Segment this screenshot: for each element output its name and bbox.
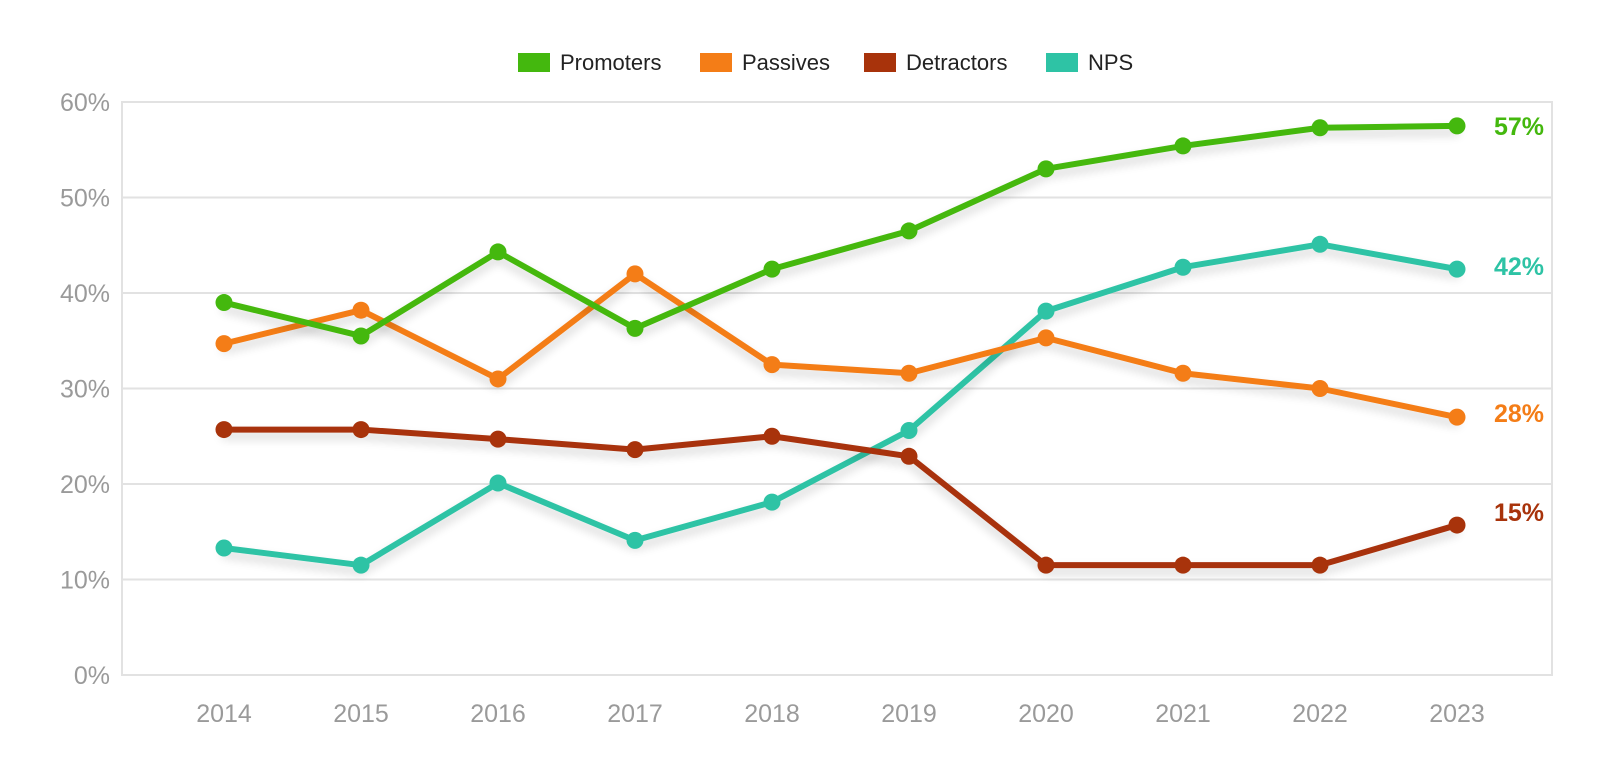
series-line: [221, 270, 1460, 421]
y-tick-label: 40%: [60, 280, 110, 308]
data-point: [900, 222, 918, 240]
y-tick-label: 50%: [60, 185, 110, 213]
data-point: [352, 421, 370, 439]
series-line: [221, 122, 1460, 339]
data-point: [352, 327, 370, 345]
data-point: [1448, 516, 1466, 534]
data-point: [626, 531, 644, 549]
y-tick-label: 20%: [60, 471, 110, 499]
data-point: [1311, 380, 1329, 397]
gridlines: [121, 101, 1553, 676]
x-tick-label: 2017: [607, 700, 663, 728]
legend-label: Promoters: [560, 50, 661, 75]
data-point: [352, 556, 370, 574]
x-tick-label: 2023: [1429, 700, 1485, 728]
end-label-detractors: 15%: [1494, 499, 1544, 527]
data-point: [763, 356, 781, 374]
data-point: [489, 430, 507, 448]
data-point: [763, 493, 781, 511]
y-axis-ticks: 0% 10% 20% 30% 40% 50% 60%: [60, 89, 110, 690]
series-detractors: [215, 421, 1466, 574]
data-point: [1311, 556, 1329, 574]
data-point: [215, 539, 233, 557]
data-point: [215, 294, 233, 312]
end-label-nps: 42%: [1494, 253, 1544, 281]
x-tick-label: 2014: [196, 700, 252, 728]
legend-swatch: [518, 53, 550, 72]
end-labels: 57% 28% 15% 42%: [1494, 113, 1544, 527]
data-point: [215, 335, 233, 353]
data-point: [626, 265, 644, 283]
data-point: [1037, 302, 1055, 320]
data-point: [1448, 408, 1466, 426]
series-promoters: [215, 117, 1466, 345]
series-passives: [215, 265, 1466, 426]
data-point: [1037, 160, 1055, 178]
data-point: [1037, 329, 1055, 347]
data-point: [900, 422, 918, 440]
x-tick-label: 2015: [333, 700, 389, 728]
x-tick-label: 2022: [1292, 700, 1348, 728]
legend-label: NPS: [1088, 50, 1133, 75]
x-tick-label: 2019: [881, 700, 937, 728]
legend-item-detractors: Detractors: [864, 50, 1007, 75]
data-point: [489, 243, 507, 261]
end-label-passives: 28%: [1494, 400, 1544, 428]
legend-swatch: [1046, 53, 1078, 72]
data-point: [1037, 556, 1055, 574]
data-point: [626, 319, 644, 337]
data-point: [626, 441, 644, 459]
legend-label: Detractors: [906, 50, 1007, 75]
data-point: [1311, 235, 1329, 253]
data-point: [489, 474, 507, 492]
end-label-promoters: 57%: [1494, 113, 1544, 141]
data-point: [1311, 119, 1329, 137]
y-tick-label: 60%: [60, 89, 110, 117]
data-point: [1174, 364, 1192, 382]
series-nps: [215, 235, 1466, 574]
x-axis-ticks: 2014 2015 2016 2017 2018 2019 2020 2021 2022 2023: [196, 700, 1485, 728]
data-point: [1174, 556, 1192, 574]
data-point: [763, 427, 781, 445]
legend-item-nps: NPS: [1046, 50, 1133, 75]
legend: Promoters Passives Detractors NPS: [518, 50, 1133, 75]
data-point: [489, 370, 507, 388]
legend-item-promoters: Promoters: [518, 50, 661, 75]
data-point: [763, 260, 781, 278]
data-point: [900, 364, 918, 382]
series-line: [221, 426, 1460, 569]
data-point: [1448, 117, 1466, 135]
legend-swatch: [864, 53, 896, 72]
y-tick-label: 30%: [60, 376, 110, 404]
data-point: [1174, 258, 1192, 276]
y-tick-label: 10%: [60, 567, 110, 595]
data-point: [1448, 260, 1466, 278]
data-point: [900, 447, 918, 465]
x-tick-label: 2018: [744, 700, 800, 728]
x-tick-label: 2016: [470, 700, 526, 728]
legend-label: Passives: [742, 50, 830, 75]
legend-swatch: [700, 53, 732, 72]
data-point: [1174, 137, 1192, 155]
x-tick-label: 2020: [1018, 700, 1074, 728]
legend-item-passives: Passives: [700, 50, 830, 75]
data-point: [215, 421, 233, 439]
x-tick-label: 2021: [1155, 700, 1211, 728]
series-line: [221, 241, 1460, 569]
y-tick-label: 0%: [74, 662, 110, 690]
series-layer: [215, 117, 1466, 574]
data-point: [352, 301, 370, 319]
